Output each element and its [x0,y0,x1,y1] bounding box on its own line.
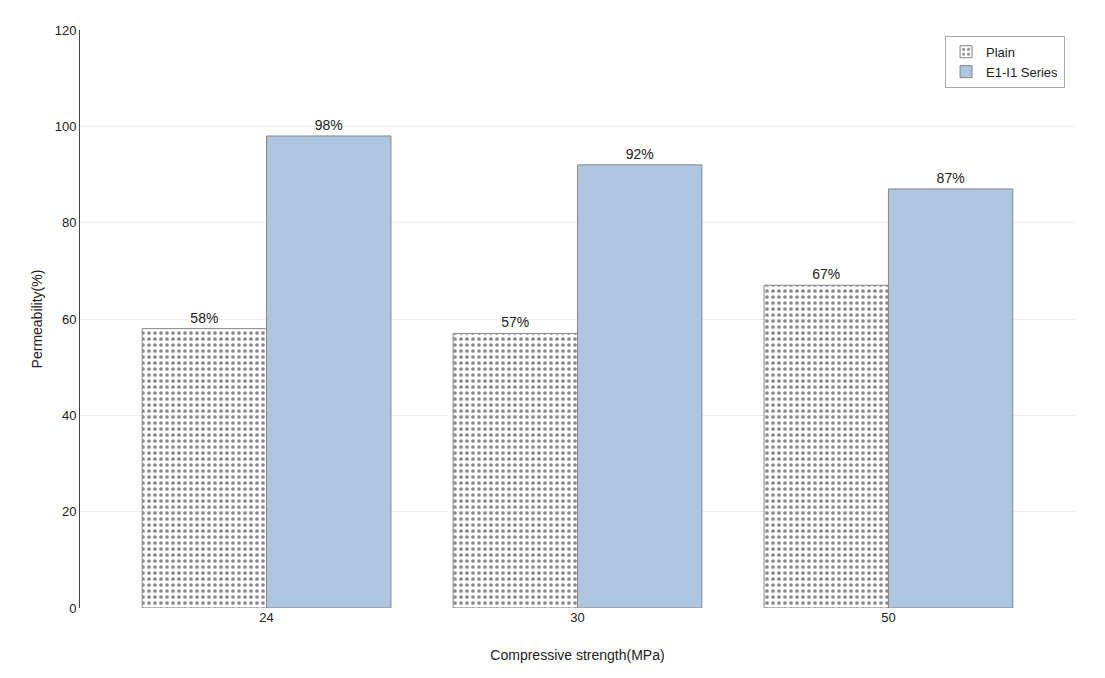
svg-text:E1-I1 Series: E1-I1 Series [986,65,1058,80]
svg-text:58%: 58% [190,310,218,326]
svg-text:50: 50 [881,610,895,625]
svg-text:30: 30 [570,610,584,625]
svg-text:24: 24 [259,610,273,625]
svg-text:Compressive strength(MPa): Compressive strength(MPa) [490,647,664,663]
svg-text:Plain: Plain [986,45,1015,60]
svg-text:40: 40 [62,408,76,423]
svg-text:67%: 67% [812,266,840,282]
svg-text:87%: 87% [937,170,965,186]
svg-text:0: 0 [69,601,76,616]
svg-text:92%: 92% [626,146,654,162]
svg-text:98%: 98% [315,117,343,133]
svg-text:100: 100 [55,119,77,134]
svg-text:120: 120 [55,23,77,38]
svg-text:80: 80 [62,215,76,230]
svg-text:20: 20 [62,504,76,519]
svg-text:Permeability(%): Permeability(%) [29,270,45,369]
svg-text:57%: 57% [501,314,529,330]
svg-text:60: 60 [62,312,76,327]
